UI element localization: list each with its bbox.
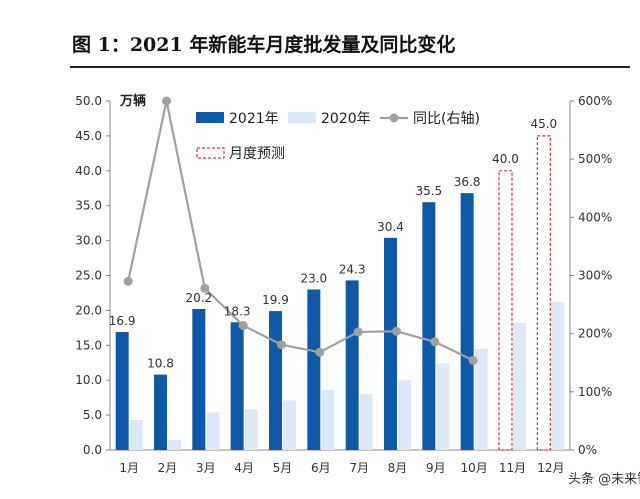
left-tick-label: 30.0 bbox=[75, 234, 102, 248]
category-label: 3月 bbox=[196, 461, 216, 475]
bar-2021-label: 19.9 bbox=[262, 293, 289, 307]
legend-swatch-2021 bbox=[196, 112, 224, 123]
bar-2020 bbox=[436, 363, 450, 450]
left-tick-label: 50.0 bbox=[75, 94, 102, 108]
yoy-point bbox=[238, 321, 248, 331]
legend-swatch-forecast bbox=[196, 147, 225, 159]
right-tick-label: 600% bbox=[578, 94, 612, 108]
yoy-point bbox=[162, 96, 171, 106]
figure-title: 图 1：2021 年新能车月度批发量及同比变化 bbox=[72, 34, 456, 56]
bar-2020 bbox=[359, 394, 373, 450]
category-label: 7月 bbox=[349, 461, 369, 475]
bar-2021-label: 24.3 bbox=[339, 262, 366, 276]
bar-2021 bbox=[192, 309, 206, 450]
category-label: 10月 bbox=[461, 461, 488, 475]
category-label: 12月 bbox=[537, 461, 564, 475]
bar-2021-label: 23.0 bbox=[300, 271, 327, 285]
category-label: 6月 bbox=[311, 461, 331, 475]
legend-swatch-2020 bbox=[288, 112, 316, 123]
right-tick-label: 0% bbox=[578, 443, 597, 457]
yoy-line bbox=[123, 96, 478, 365]
left-tick-label: 40.0 bbox=[75, 164, 102, 178]
bar-2021-label: 16.9 bbox=[109, 314, 136, 328]
legend: 2021年 2020年 同比(右轴) 月度预测 bbox=[196, 111, 480, 162]
bar-2021-label: 20.2 bbox=[185, 291, 212, 305]
bar-2020 bbox=[321, 389, 335, 450]
legend-label-yoy: 同比(右轴) bbox=[413, 111, 480, 127]
category-label: 2月 bbox=[158, 461, 178, 475]
legend-label-forecast: 月度预测 bbox=[229, 146, 285, 162]
category-label: 5月 bbox=[273, 461, 293, 475]
left-tick-label: 0.0 bbox=[83, 443, 102, 457]
right-tick-label: 300% bbox=[578, 269, 612, 283]
bar-2021-label: 18.3 bbox=[224, 304, 251, 318]
y-axis-unit: 万辆 bbox=[119, 93, 146, 109]
left-tick-label: 35.0 bbox=[75, 199, 102, 213]
left-tick-label: 15.0 bbox=[75, 338, 102, 352]
bar-2021 bbox=[115, 332, 129, 450]
bar-2020 bbox=[244, 409, 258, 450]
bar-2021-label: 10.8 bbox=[147, 357, 174, 371]
bar-2021-label: 36.8 bbox=[454, 175, 481, 189]
legend-label-2020: 2020年 bbox=[321, 111, 371, 127]
bars bbox=[115, 135, 565, 451]
data-labels: 16.9 10.8 20.2 18.3 19.9 23.0 24.3 30.4 35.5 36.8… bbox=[109, 117, 557, 371]
yoy-point bbox=[353, 327, 363, 337]
left-tick-label: 5.0 bbox=[83, 408, 102, 422]
bar-forecast-label: 40.0 bbox=[492, 152, 519, 166]
category-label: 9月 bbox=[426, 461, 446, 475]
bar-2021-label: 30.4 bbox=[377, 220, 404, 234]
axes: 0.0 5.0 10.0 15.0 20.0 25.0 30.0 35.0 40.0 45.0 50… bbox=[75, 93, 612, 475]
category-label: 11月 bbox=[499, 461, 526, 475]
bar-2020 bbox=[283, 400, 296, 450]
bar-forecast bbox=[536, 135, 551, 451]
bar-2021 bbox=[307, 289, 321, 450]
title-rule bbox=[70, 66, 630, 68]
watermark: 头条 @未来智库 bbox=[568, 472, 640, 487]
yoy-point bbox=[315, 347, 325, 357]
bar-2020 bbox=[474, 348, 488, 450]
bar-2020 bbox=[551, 302, 565, 450]
bar-forecast bbox=[498, 170, 513, 451]
right-tick-label: 400% bbox=[578, 210, 612, 224]
bar-2021 bbox=[269, 311, 282, 450]
yoy-point bbox=[277, 340, 286, 350]
right-tick-label: 200% bbox=[578, 327, 612, 341]
category-label: 8月 bbox=[388, 461, 408, 475]
bar-2020 bbox=[129, 419, 143, 450]
bar-2020 bbox=[206, 412, 220, 450]
bar-2021 bbox=[422, 202, 436, 450]
bar-2021 bbox=[154, 374, 167, 450]
bar-2021-label: 35.5 bbox=[415, 184, 442, 198]
bar-2021 bbox=[460, 193, 474, 451]
bar-2020 bbox=[398, 380, 411, 450]
right-tick-label: 100% bbox=[578, 385, 612, 399]
yoy-point bbox=[468, 355, 478, 365]
category-label: 4月 bbox=[234, 461, 254, 475]
left-tick-label: 45.0 bbox=[75, 129, 102, 143]
bar-2021 bbox=[384, 237, 397, 450]
bar-2020 bbox=[168, 440, 181, 450]
yoy-point bbox=[123, 276, 133, 286]
right-tick-label: 500% bbox=[578, 152, 612, 166]
legend-label-2021: 2021年 bbox=[229, 111, 279, 127]
left-tick-label: 10.0 bbox=[75, 373, 102, 387]
left-tick-label: 20.0 bbox=[75, 303, 102, 317]
left-tick-label: 25.0 bbox=[75, 269, 102, 283]
yoy-point bbox=[200, 283, 210, 293]
bar-2021 bbox=[345, 280, 359, 450]
bar-forecast-label: 45.0 bbox=[530, 117, 557, 131]
category-label: 1月 bbox=[119, 461, 139, 475]
yoy-point bbox=[430, 337, 440, 347]
yoy-line-path bbox=[127, 100, 474, 362]
legend-marker-yoy bbox=[389, 113, 399, 123]
yoy-point bbox=[392, 326, 401, 336]
bar-2020 bbox=[513, 322, 526, 450]
bar-2021 bbox=[230, 322, 244, 450]
